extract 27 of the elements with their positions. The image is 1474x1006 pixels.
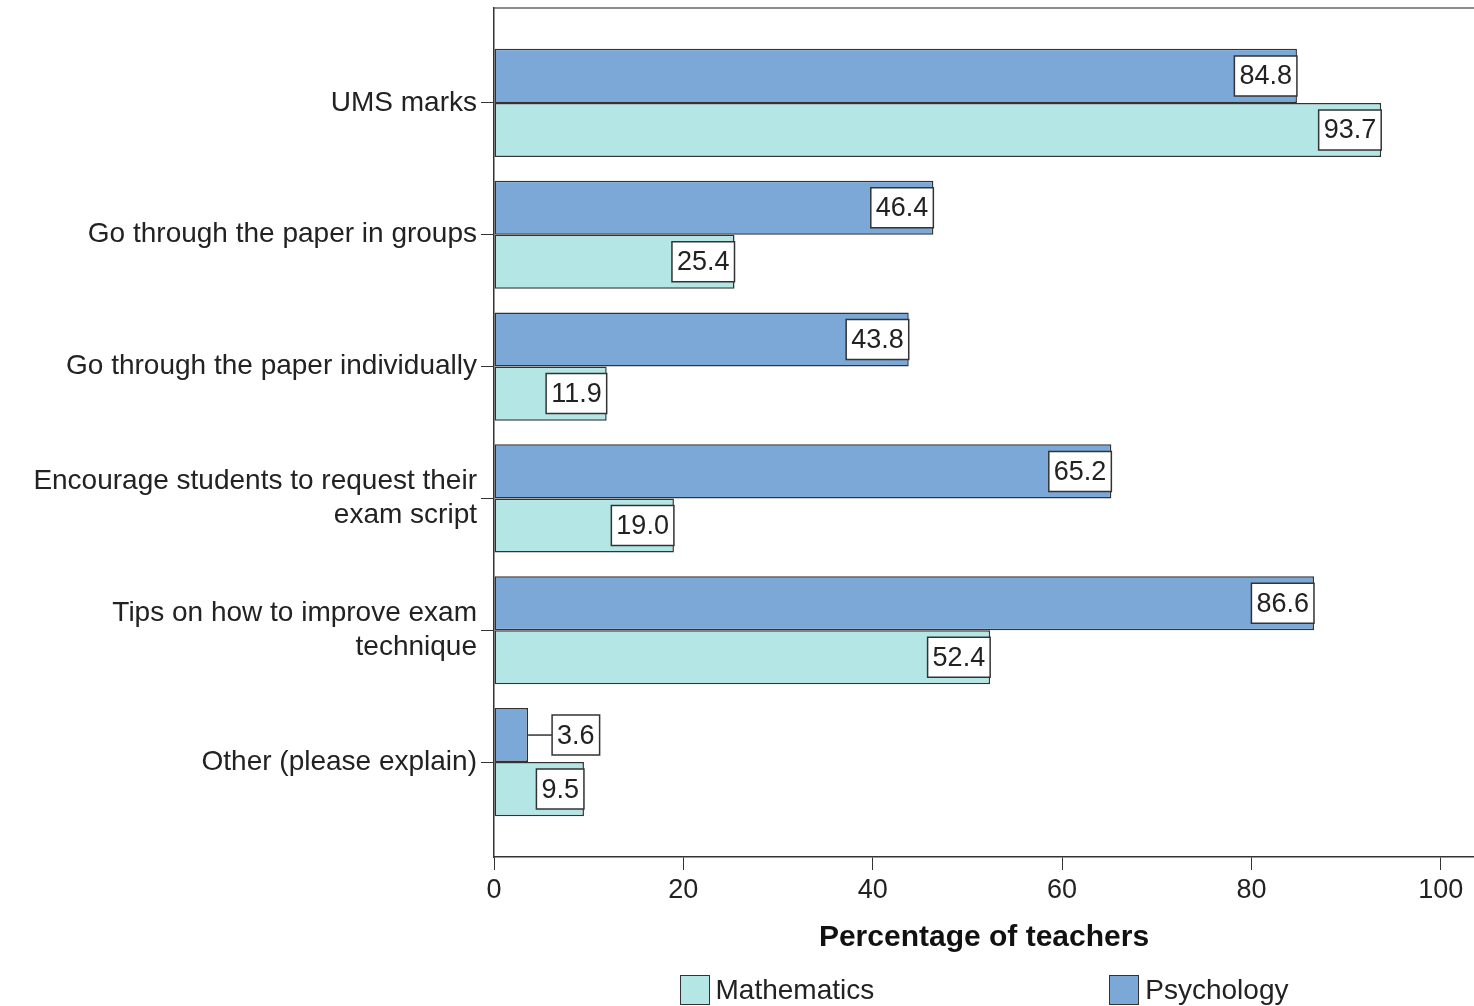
data-label: 52.4 — [932, 641, 986, 672]
data-label: 19.0 — [616, 509, 669, 540]
y-tick-label: Encourage students to request their exam script — [33, 464, 478, 529]
y-tick-label: Go through the paper individually — [66, 349, 477, 381]
data-label: 3.6 — [557, 719, 595, 750]
legend-label: Psychology — [1145, 974, 1289, 1006]
x-tick-label: 80 — [1236, 873, 1267, 904]
legend-label: Mathematics — [715, 974, 875, 1006]
x-tick-label: 60 — [1047, 873, 1078, 904]
y-tick-label: Go through the paper in groups — [87, 217, 477, 249]
data-label: 86.6 — [1256, 587, 1309, 618]
data-label: 25.4 — [676, 246, 730, 277]
y-tick-label: Tips on how to improve exam technique — [112, 596, 477, 661]
data-label: 46.4 — [875, 192, 929, 223]
data-label: 11.9 — [551, 378, 602, 409]
data-label: 43.8 — [851, 324, 904, 355]
x-tick-label: 100 — [1418, 873, 1464, 904]
data-label: 84.8 — [1239, 60, 1292, 91]
y-tick-label: Other (please explain) — [201, 744, 477, 776]
data-label: 93.7 — [1323, 114, 1377, 145]
data-label: 9.5 — [541, 773, 579, 804]
data-label: 65.2 — [1053, 455, 1107, 486]
x-tick-label: 40 — [857, 873, 888, 904]
x-tick-label: 0 — [486, 873, 502, 904]
y-tick-label: UMS marks — [330, 85, 477, 117]
x-axis-title: Percentage of teachers — [818, 919, 1150, 953]
x-tick-label: 20 — [668, 873, 699, 904]
